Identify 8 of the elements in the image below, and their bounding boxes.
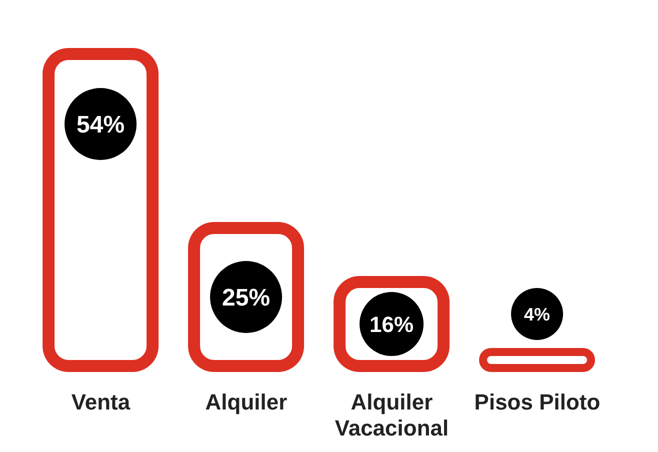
- x-tick-label: Pisos Piloto: [474, 390, 600, 415]
- data-label: 25%: [222, 284, 270, 312]
- x-tick-label: Alquiler Vacacional: [334, 390, 449, 441]
- data-label: 4%: [524, 304, 550, 324]
- data-label: 54%: [76, 112, 125, 139]
- x-tick-label: Alquiler: [205, 390, 288, 415]
- data-label: 16%: [370, 312, 414, 337]
- x-tick-label: Venta: [71, 390, 131, 415]
